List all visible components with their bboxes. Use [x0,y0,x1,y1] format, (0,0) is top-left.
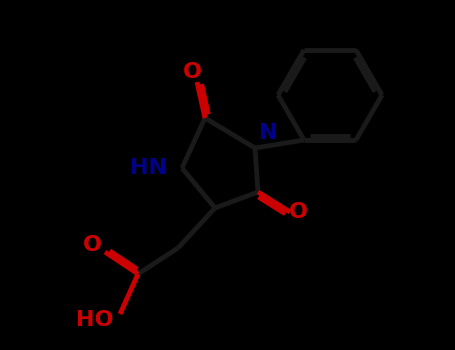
Text: N: N [259,123,277,143]
Text: O: O [82,235,101,255]
Text: HN: HN [130,158,167,178]
Text: HO: HO [76,310,114,330]
Text: O: O [288,202,308,222]
Text: O: O [182,62,202,82]
